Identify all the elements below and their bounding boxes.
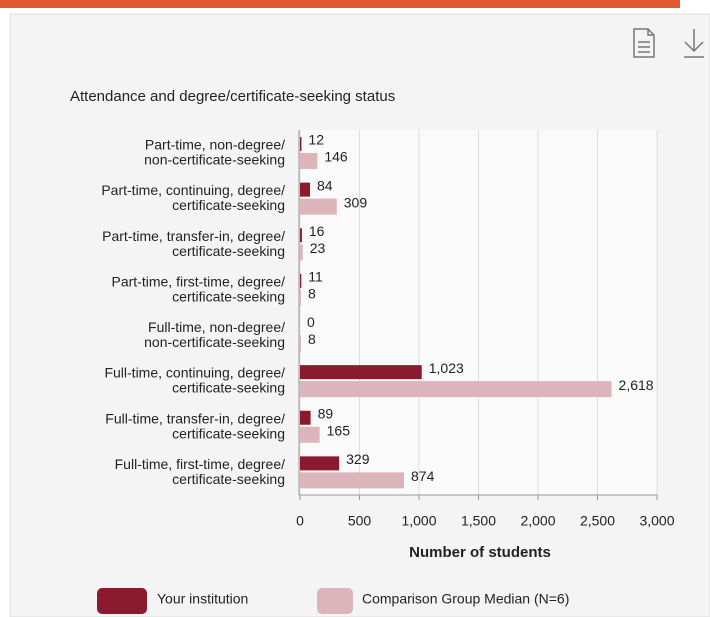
y-tick-label: non-certificate-seeking <box>144 334 285 350</box>
data-label: 309 <box>344 194 368 210</box>
bar <box>300 426 320 443</box>
y-tick-label: Part-time, first-time, degree/ <box>112 273 286 289</box>
x-tick-label: 2,500 <box>580 513 615 529</box>
data-label: 165 <box>327 422 351 438</box>
bar <box>300 198 337 215</box>
bar <box>300 137 302 151</box>
legend-label: Your institution <box>157 591 248 607</box>
data-label: 11 <box>308 269 323 285</box>
bar <box>300 410 311 425</box>
bar <box>300 335 301 352</box>
bar <box>300 365 422 380</box>
data-label: 329 <box>346 451 370 467</box>
data-label: 146 <box>324 149 348 165</box>
bar <box>300 472 405 489</box>
y-tick-label: certificate-seeking <box>172 380 285 396</box>
data-label: 874 <box>411 468 435 484</box>
y-tick-label: certificate-seeking <box>172 425 285 441</box>
y-tick-label: certificate-seeking <box>172 243 285 259</box>
data-label: 12 <box>308 132 324 148</box>
y-tick-label: certificate-seeking <box>172 197 285 213</box>
top-bar <box>0 0 680 8</box>
x-axis-label: Number of students <box>409 544 551 561</box>
data-label: 23 <box>310 240 326 256</box>
bar <box>300 381 612 398</box>
y-tick-label: Part-time, transfer-in, degree/ <box>102 228 285 244</box>
doc-icon[interactable] <box>633 28 655 58</box>
data-label: 8 <box>308 286 316 302</box>
data-label: 89 <box>318 405 334 421</box>
download-icon[interactable] <box>684 29 704 58</box>
x-tick-label: 1,000 <box>401 513 436 529</box>
data-label: 84 <box>317 177 333 193</box>
legend-label: Comparison Group Median (N=6) <box>362 591 569 607</box>
data-label: 2,618 <box>619 377 654 393</box>
bar <box>300 228 302 243</box>
data-label: 16 <box>309 223 325 239</box>
x-tick-label: 3,000 <box>639 513 674 529</box>
data-label: 8 <box>308 331 316 347</box>
bar <box>300 456 340 471</box>
x-tick-label: 1,500 <box>461 513 496 529</box>
x-tick-label: 2,000 <box>520 513 555 529</box>
y-tick-label: certificate-seeking <box>172 471 285 487</box>
data-label: 1,023 <box>429 360 464 376</box>
y-tick-label: Full-time, non-degree/ <box>148 319 285 335</box>
bar <box>300 153 318 169</box>
data-label: 0 <box>307 314 315 330</box>
bar <box>300 289 301 306</box>
y-tick-label: Part-time, continuing, degree/ <box>101 182 285 198</box>
y-tick-label: Full-time, first-time, degree/ <box>115 456 285 472</box>
bar <box>300 273 302 288</box>
y-tick-label: Part-time, non-degree/ <box>145 137 285 153</box>
bar <box>300 182 310 197</box>
y-tick-label: Full-time, transfer-in, degree/ <box>105 410 285 426</box>
legend-swatch <box>97 588 147 614</box>
y-tick-label: Full-time, continuing, degree/ <box>104 365 285 381</box>
legend-swatch <box>317 588 353 614</box>
chart-title: Attendance and degree/certificate-seekin… <box>70 88 395 105</box>
x-tick-label: 500 <box>348 513 372 529</box>
x-tick-label: 0 <box>296 513 304 529</box>
bar <box>300 244 303 261</box>
y-tick-label: certificate-seeking <box>172 288 285 304</box>
y-tick-label: non-certificate-seeking <box>144 152 285 168</box>
